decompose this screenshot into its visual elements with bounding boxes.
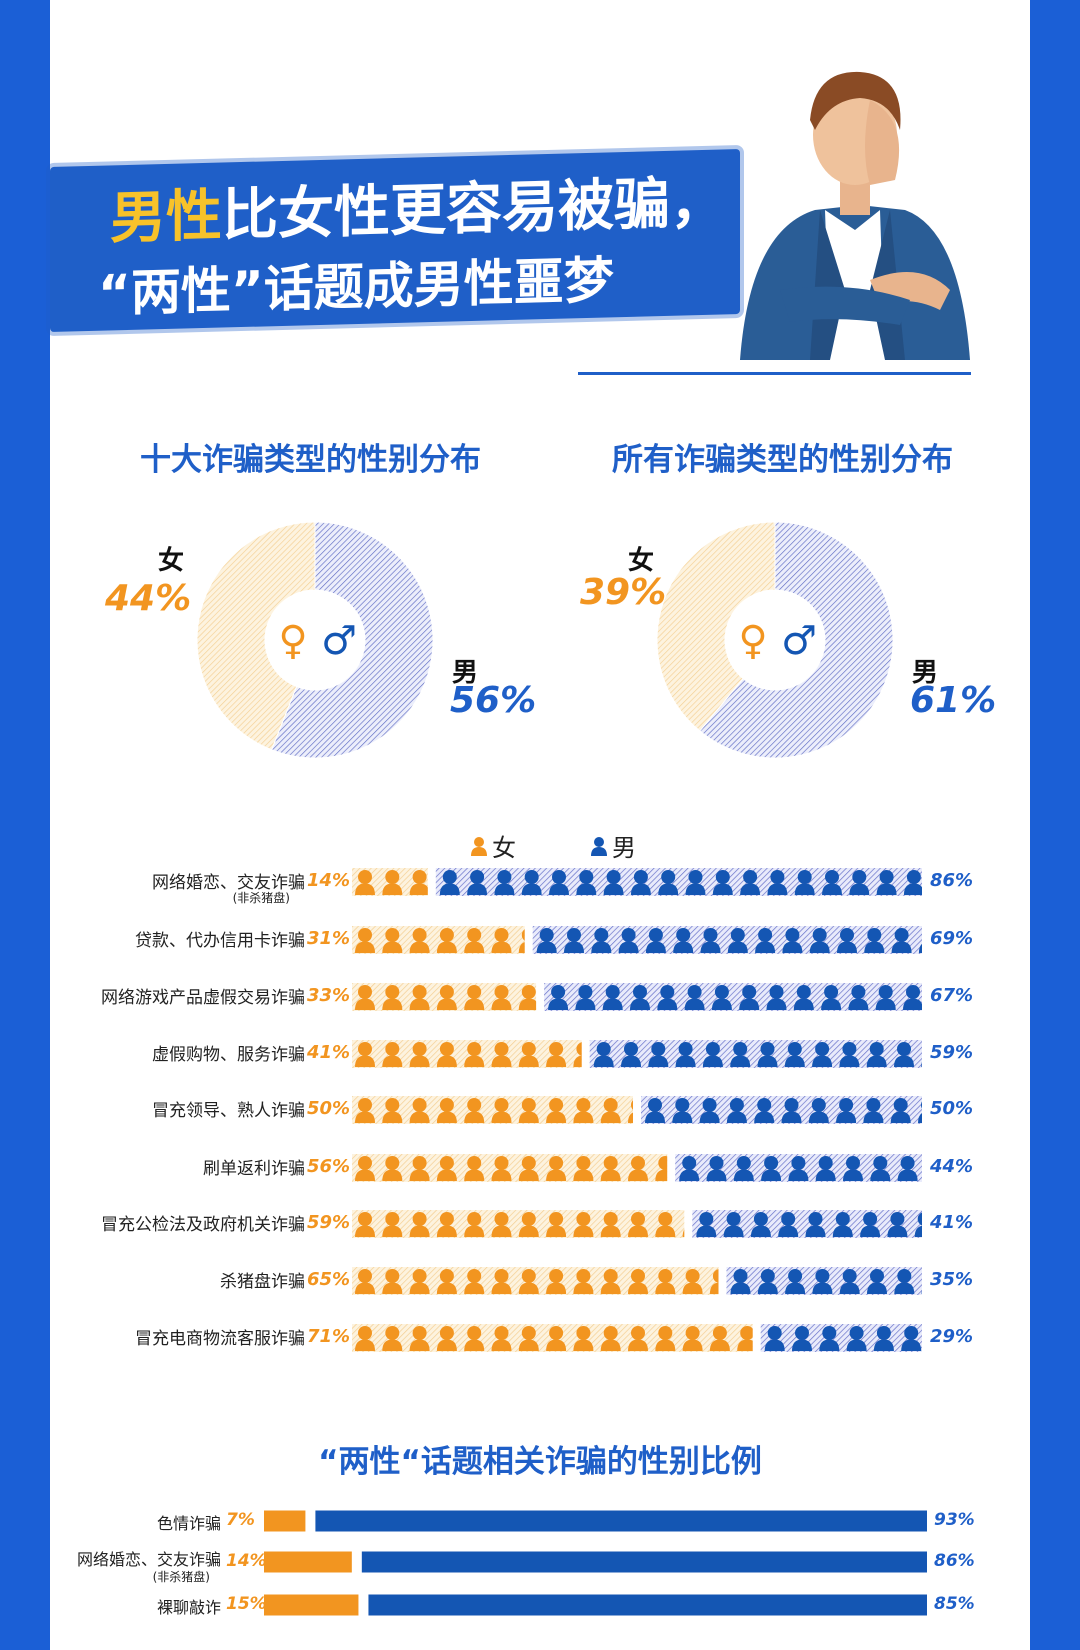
donut-right-female-slice — [656, 521, 776, 732]
female-pct-label: 15% — [226, 1594, 267, 1614]
female-pct-label: 41% — [307, 1042, 351, 1063]
female-pct-label: 7% — [226, 1510, 255, 1530]
donut-left-female-slice — [196, 521, 316, 751]
female-pct-label: 14% — [307, 870, 351, 891]
donut-right-male-pct: 61% — [910, 680, 997, 721]
female-symbol-icon: ♀ — [278, 618, 307, 664]
female-pct-label: 59% — [307, 1212, 351, 1233]
legend-male: 男 — [590, 828, 636, 863]
legend-female-label: 女 — [492, 834, 516, 862]
category-label: 冒充电商物流客服诈骗 — [135, 1329, 305, 1349]
title-line-1: 男性比女性更容易被骗， — [110, 157, 726, 254]
donut-left-male-pct: 56% — [450, 680, 537, 721]
legend-female: 女 — [470, 828, 516, 863]
category-label: 杀猪盘诈骗 — [220, 1272, 305, 1292]
male-pct-label: 86% — [934, 1551, 975, 1571]
male-symbol-icon: ♂ — [321, 618, 357, 664]
donut-left-female-label: 女 — [158, 546, 185, 576]
female-pct-label: 56% — [307, 1156, 351, 1177]
category-label: 刷单返利诈骗 — [203, 1159, 305, 1179]
donut-left-female-pct: 44% — [105, 578, 192, 619]
category-label: 裸聊敲诈 — [156, 1598, 221, 1617]
category-label: 网络婚恋、交友诈骗 — [76, 1550, 221, 1569]
male-pct-label: 29% — [930, 1326, 974, 1347]
male-pct-label: 93% — [934, 1510, 975, 1530]
female-person-icon — [471, 836, 487, 856]
two-sex-chart-title: “两性“话题相关诈骗的性别比例 — [318, 1444, 762, 1480]
category-label: 网络游戏产品虚假交易诈骗 — [101, 988, 305, 1008]
category-label: 色情诈骗 — [156, 1514, 221, 1533]
male-pct-label: 35% — [930, 1269, 974, 1290]
male-pct-label: 41% — [930, 1212, 974, 1233]
donut-right-title: 所有诈骗类型的性别分布 — [612, 442, 953, 478]
female-pct-label: 71% — [307, 1326, 351, 1347]
title-underline — [578, 372, 971, 375]
male-person-icon — [591, 836, 607, 856]
male-pct-label: 44% — [930, 1156, 974, 1177]
female-pct-label: 65% — [307, 1269, 351, 1290]
category-label: 网络婚恋、交友诈骗 — [152, 873, 305, 893]
category-label: 冒充公检法及政府机关诈骗 — [101, 1215, 305, 1235]
male-pct-label: 85% — [934, 1594, 975, 1614]
male-pct-label: 86% — [930, 870, 974, 891]
title-line-1-rest: 比女性更容易被骗， — [222, 170, 726, 249]
category-label: 贷款、代办信用卡诈骗 — [135, 931, 305, 951]
title-highlight: 男性 — [110, 183, 222, 252]
donut-right-male-slice — [699, 521, 894, 759]
category-label: 虚假购物、服务诈骗 — [152, 1045, 305, 1065]
male-pct-label: 50% — [930, 1098, 974, 1119]
title-banner: 男性比女性更容易被骗， “两性”话题成男性噩梦 — [50, 148, 740, 333]
donut-right-male-label: 男 — [912, 658, 939, 688]
male-pct-label: 69% — [930, 928, 974, 949]
donut-left-male-slice — [270, 521, 434, 759]
female-pct-label: 31% — [307, 928, 351, 949]
female-pct-label: 33% — [307, 985, 351, 1006]
donut-right-chart: ♀ ♂ — [656, 521, 894, 759]
donut-left-male-label: 男 — [452, 658, 479, 688]
category-note: (非杀猪盘) — [232, 891, 290, 905]
male-pct-label: 59% — [930, 1042, 974, 1063]
donut-right-female-pct: 39% — [580, 572, 667, 613]
donut-left-chart: ♀ ♂ — [196, 521, 434, 759]
female-symbol-icon: ♀ — [738, 618, 767, 664]
female-pct-label: 14% — [226, 1551, 267, 1571]
title-line-2: “两性”话题成男性噩梦 — [98, 251, 614, 323]
male-symbol-icon: ♂ — [781, 618, 817, 664]
male-pct-label: 67% — [930, 985, 974, 1006]
category-label: 冒充领导、熟人诈骗 — [152, 1101, 305, 1121]
frustrated-man-illustration — [740, 71, 970, 360]
female-pct-label: 50% — [307, 1098, 351, 1119]
donut-left-title: 十大诈骗类型的性别分布 — [140, 442, 481, 478]
donut-right-female-label: 女 — [628, 546, 655, 576]
legend-male-label: 男 — [612, 834, 636, 862]
category-note: (非杀猪盘) — [152, 1570, 210, 1584]
